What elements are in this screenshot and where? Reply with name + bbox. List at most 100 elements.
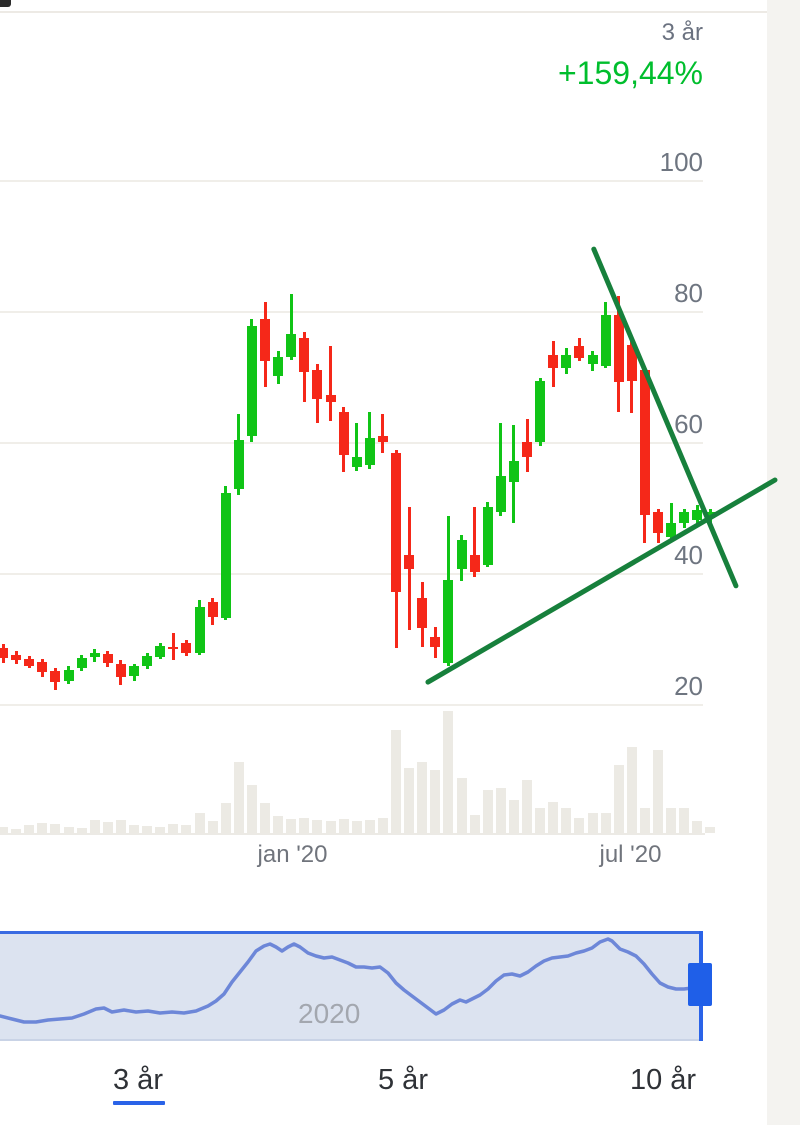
volume-bar: [456, 778, 467, 833]
period-option-5yr[interactable]: 5 år: [343, 1052, 463, 1108]
volume-bar: [220, 803, 231, 833]
volume-bar: [11, 829, 22, 833]
active-period-underline: [113, 1101, 165, 1105]
volume-bar: [443, 711, 454, 833]
candle-body: [679, 511, 690, 523]
candle-body: [364, 437, 375, 465]
candle-body: [482, 506, 493, 565]
volume-bar: [587, 813, 598, 833]
volume-bar: [246, 785, 257, 833]
volume-bar: [273, 816, 284, 833]
gridline: [0, 573, 703, 575]
volume-bar: [613, 765, 624, 833]
candle-body: [404, 555, 415, 570]
volume-bar: [600, 813, 611, 833]
candle-body: [76, 657, 87, 669]
volume-bar: [168, 824, 179, 833]
candle-body: [522, 442, 532, 457]
candle-body: [443, 579, 454, 664]
volume-bar: [430, 770, 441, 833]
volume-bar: [286, 819, 297, 833]
candle-body: [63, 669, 74, 681]
volume-bar: [377, 818, 388, 833]
volume-bar: [207, 821, 218, 833]
volume-bar: [76, 828, 87, 833]
volume-bar: [561, 808, 572, 833]
candle-body: [142, 655, 153, 666]
navigator-sparkline: [0, 937, 702, 1024]
candle-wick: [355, 422, 359, 471]
candle-body: [587, 354, 598, 365]
volume-bar: [522, 780, 532, 833]
y-axis-tick-label: 80: [674, 278, 703, 308]
volume-bar: [312, 820, 323, 833]
change-percent: +159,44%: [557, 55, 703, 91]
volume-bar: [142, 826, 153, 833]
volume-bar: [37, 823, 48, 833]
x-axis-tick-label: jul '20: [599, 841, 662, 868]
candle-body: [574, 346, 585, 358]
candle-body: [600, 314, 611, 366]
volume-bar: [233, 762, 244, 833]
candle-body: [50, 670, 61, 683]
volume-bar: [181, 825, 192, 833]
volume-bar: [115, 820, 126, 833]
volume-bar: [482, 790, 493, 833]
gridline: [0, 180, 703, 182]
candle-body: [286, 334, 297, 357]
candle-body: [194, 606, 205, 654]
candle-body: [495, 476, 506, 513]
volume-bar: [194, 813, 205, 833]
volume-bar: [574, 818, 585, 833]
volume-bar: [666, 808, 677, 833]
period-option-10yr[interactable]: 10 år: [603, 1052, 723, 1108]
candle-body: [391, 452, 401, 592]
volume-bar: [626, 747, 637, 833]
navigator-resize-handle[interactable]: [688, 963, 712, 1006]
candle-wick: [329, 346, 332, 422]
candle-body: [430, 636, 441, 647]
volume-bar: [417, 762, 428, 833]
navigator-year-label: 2020: [298, 998, 361, 1029]
candle-wick: [381, 414, 385, 453]
chart-navigator[interactable]: 2020: [0, 931, 712, 1041]
y-axis-tick-label: 40: [674, 540, 703, 570]
candle-body: [312, 369, 323, 400]
candle-body: [0, 648, 8, 658]
cropped-ui-fragment: [0, 0, 11, 7]
volume-bar: [338, 819, 349, 833]
candle-body: [155, 646, 166, 657]
x-axis-tick-label: jan '20: [257, 841, 328, 868]
volume-bar: [653, 750, 663, 833]
candle-body: [469, 555, 480, 573]
candle-body: [548, 354, 559, 368]
volume-bar: [508, 800, 519, 833]
volume-bar: [535, 808, 546, 833]
candle-body: [11, 655, 22, 660]
volume-bar: [89, 820, 100, 833]
candle-body: [626, 344, 637, 382]
gridline: [0, 311, 703, 313]
candle-body: [129, 666, 139, 676]
candle-body: [115, 663, 126, 677]
candle-body: [561, 354, 572, 368]
candle-body: [666, 522, 677, 537]
volume-bar: [325, 821, 336, 833]
period-option-3yr[interactable]: 3 år: [78, 1052, 198, 1108]
candle-body: [37, 662, 48, 673]
candle-body: [692, 509, 703, 520]
candle-wick: [289, 294, 293, 361]
candle-body: [325, 394, 336, 402]
candle-body: [273, 356, 284, 377]
candle-body: [351, 456, 362, 467]
volume-bar: [679, 808, 690, 833]
candle-body: [456, 539, 467, 570]
y-axis-tick-label: 100: [659, 147, 703, 177]
candlestick-plot-area[interactable]: 100 80 60 40 20 jan '20 jul '20: [0, 0, 800, 930]
range-label: 3 år: [661, 19, 703, 46]
candle-body: [220, 492, 231, 618]
chart-header: 3 år +159,44%: [558, 18, 703, 92]
top-divider: [0, 11, 767, 13]
volume-bar: [102, 822, 113, 833]
